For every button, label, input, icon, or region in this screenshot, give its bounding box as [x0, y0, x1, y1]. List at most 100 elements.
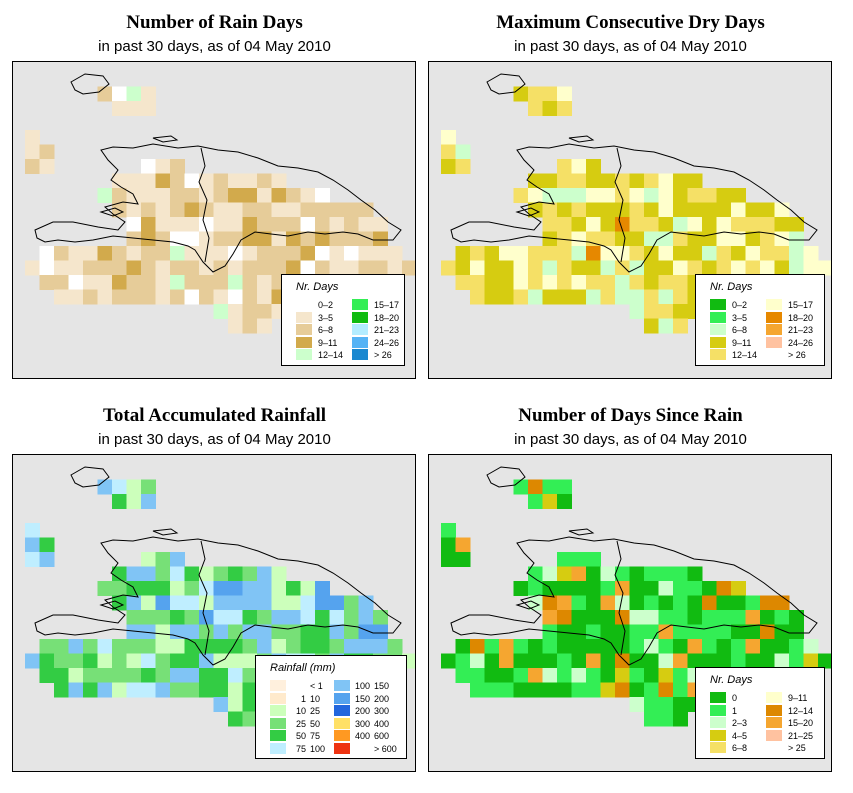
- grid-cell: [484, 653, 500, 669]
- grid-cell: [687, 639, 703, 654]
- grid-cell: [644, 566, 659, 582]
- panel-days-since-rain: Number of Days Since Rain in past 30 day…: [428, 405, 833, 780]
- grid-cell: [199, 289, 214, 305]
- grid-cell: [716, 202, 732, 218]
- legend-label: 21–25: [788, 730, 814, 741]
- grid-cell: [68, 246, 84, 261]
- coastline-tortue: [568, 528, 595, 536]
- grid-cell: [228, 231, 243, 247]
- grid-cell: [126, 275, 142, 290]
- grid-cell: [600, 289, 616, 305]
- legend-label: 9–11: [788, 693, 808, 703]
- grid-cell: [716, 217, 732, 232]
- legend-swatch: [710, 311, 726, 323]
- grid-cell: [242, 653, 258, 669]
- grid-cell: [629, 217, 645, 232]
- grid-cell: [228, 697, 243, 712]
- grid-cell: [600, 275, 616, 290]
- grid-cell: [658, 581, 674, 596]
- grid-cell: [658, 173, 674, 189]
- grid-cell: [213, 289, 229, 305]
- grid-cell: [455, 552, 471, 567]
- grid-cell: [673, 202, 688, 218]
- grid-cell: [155, 624, 171, 640]
- grid-cell: [774, 653, 790, 669]
- grid-cell: [387, 246, 403, 261]
- grid-cell: [126, 260, 142, 276]
- grid-cell: [586, 246, 601, 261]
- grid-cell: [658, 217, 674, 232]
- grid-cell: [542, 610, 558, 625]
- grid-cell: [542, 173, 558, 189]
- grid-cell: [571, 275, 587, 290]
- grid-cell: [615, 653, 630, 669]
- legend-swatch: [352, 336, 368, 348]
- grid-cell: [702, 260, 717, 276]
- grid-cell: [112, 246, 127, 261]
- grid-cell: [731, 639, 746, 654]
- legend-swatch: [766, 336, 782, 348]
- grid-cell: [571, 260, 587, 276]
- grid-cell: [702, 610, 717, 625]
- grid-cell: [112, 566, 127, 582]
- grid-cell: [97, 260, 113, 276]
- legend-swatch: [766, 299, 782, 310]
- grid-cell: [141, 653, 156, 669]
- panel-title: Maximum Consecutive Dry Days: [496, 12, 765, 33]
- grid-cell: [586, 566, 601, 582]
- legend-label-low: 50: [295, 731, 306, 741]
- grid-cell: [184, 624, 200, 640]
- grid-cell: [315, 624, 330, 640]
- grid-cell: [687, 610, 703, 625]
- grid-cell: [644, 697, 659, 712]
- coastline-hispaniola: [34, 536, 402, 666]
- grid-cell: [257, 173, 272, 189]
- grid-cell: [818, 653, 831, 669]
- grid-cell: [112, 101, 127, 116]
- grid-cell: [673, 668, 688, 683]
- grid-cell: [228, 682, 243, 698]
- grid-cell: [789, 260, 804, 276]
- legend-swatch: [270, 705, 286, 716]
- grid-cell: [242, 697, 258, 712]
- grid-cell: [441, 523, 456, 538]
- grid-cell: [373, 260, 388, 276]
- grid-cell: [199, 653, 214, 669]
- grid-cell: [126, 217, 142, 232]
- grid-cell: [731, 246, 746, 261]
- grid-cell: [155, 595, 171, 611]
- grid-cell: [257, 304, 272, 319]
- grid-cell: [528, 86, 543, 102]
- legend-swatch: [334, 692, 350, 704]
- grid-cell: [112, 260, 127, 276]
- grid-cell: [126, 639, 142, 654]
- grid-cell: [542, 101, 558, 116]
- panel-title: Number of Days Since Rain: [518, 405, 743, 426]
- grid-cell: [286, 595, 301, 611]
- grid-cell: [112, 581, 127, 596]
- grid-cell: [257, 246, 272, 261]
- grid-cell: [228, 304, 243, 319]
- grid-cell: [658, 639, 674, 654]
- grid-cell: [803, 653, 819, 669]
- grid-cell: [170, 566, 185, 582]
- grid-cell: [112, 188, 127, 203]
- grid-cell: [228, 246, 243, 261]
- legend-title: Nr. Days: [296, 281, 339, 293]
- grid-cell: [513, 86, 529, 102]
- grid-cell: [141, 595, 156, 611]
- legend-label: 9–11: [318, 337, 338, 348]
- grid-cell: [242, 711, 258, 727]
- grid-cell: [615, 289, 630, 305]
- grid-cell: [687, 188, 703, 203]
- grid-cell: [126, 202, 142, 218]
- legend-label-high: 600: [374, 731, 390, 741]
- grid-cell: [687, 217, 703, 232]
- grid-cell: [213, 304, 229, 319]
- legend-swatch: [766, 742, 782, 753]
- grid-cell: [213, 581, 229, 596]
- legend-label: 21–23: [788, 325, 814, 335]
- coastline-tortue: [568, 135, 595, 143]
- grid-cell: [170, 173, 185, 189]
- grid-cell: [528, 494, 543, 509]
